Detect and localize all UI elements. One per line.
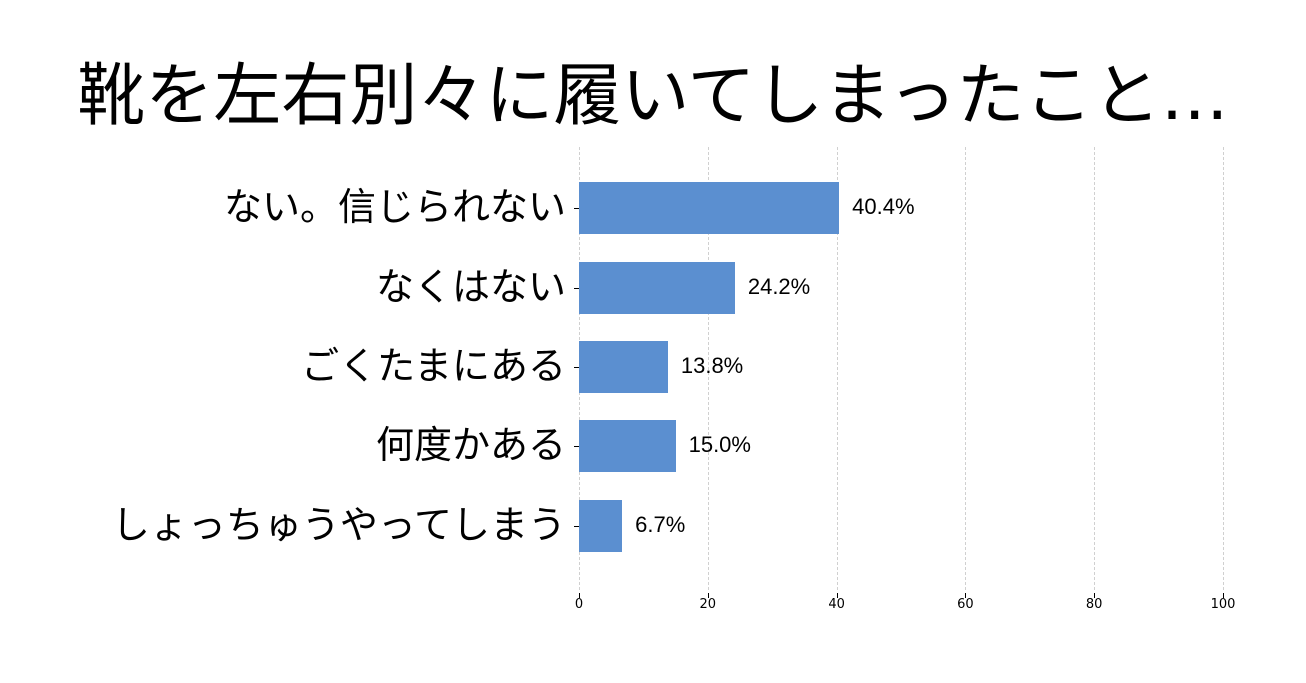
category-label: ない。信じられない: [223, 185, 566, 229]
x-tick-label: 40: [828, 597, 845, 612]
plot-area: [579, 147, 1224, 590]
x-tick-label: 80: [1085, 597, 1103, 612]
y-tick: [574, 446, 579, 447]
category-label: ごくたまにある: [301, 344, 566, 388]
value-label: 40.4%: [852, 194, 915, 219]
y-tick: [574, 367, 579, 368]
gridline: [707, 147, 709, 590]
x-tick-label: 100: [1210, 597, 1236, 612]
bar: [579, 420, 676, 472]
category-label: しょっちゅうやってしまう: [111, 503, 566, 547]
bar: [579, 182, 840, 234]
value-label: 13.8%: [680, 353, 744, 378]
y-tick: [574, 526, 579, 527]
x-tick-label: 60: [957, 597, 974, 612]
category-label: なくはない: [375, 265, 566, 309]
chart-title: 靴を左右別々に履いてしまったこと…: [77, 57, 1229, 136]
x-tick: [579, 593, 580, 598]
x-tick-label: 20: [699, 597, 717, 612]
value-label: 6.7%: [635, 512, 686, 537]
bar: [579, 500, 623, 552]
x-tick-label: 0: [574, 597, 584, 612]
bar: [579, 341, 668, 393]
category-label: 何度かある: [375, 423, 566, 467]
x-tick: [1094, 593, 1096, 598]
bar: [579, 262, 735, 314]
x-tick: [836, 593, 838, 598]
value-label: 24.2%: [747, 274, 811, 299]
x-tick: [965, 593, 967, 598]
gridline: [965, 147, 967, 590]
value-label: 15.0%: [688, 432, 751, 457]
gridline: [1094, 147, 1096, 590]
gridline: [1223, 147, 1224, 590]
y-tick: [574, 208, 579, 209]
y-tick: [574, 288, 579, 289]
x-tick: [1223, 593, 1224, 598]
gridline: [836, 147, 838, 590]
x-tick: [707, 593, 709, 598]
